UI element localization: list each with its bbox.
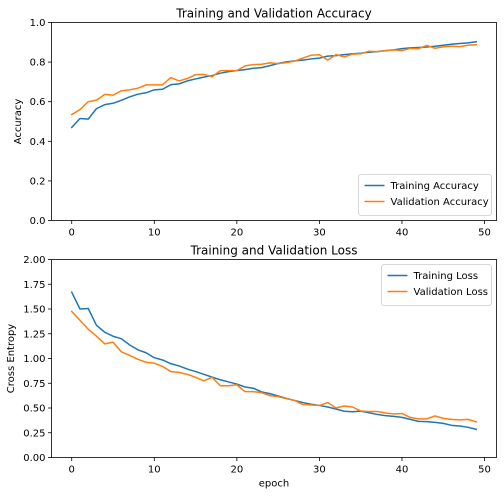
y-tick-label: 0.0 (30, 216, 46, 227)
x-tick-label: 50 (478, 465, 491, 476)
legend-label: Training Loss (413, 271, 479, 282)
y-tick-label: 0.75 (23, 379, 45, 390)
x-tick-label: 30 (313, 228, 326, 239)
chart-title: Training and Validation Loss (190, 244, 358, 258)
x-tick-label: 0 (69, 228, 75, 239)
chart-panel-1: 0 10 20 30 40 50 0.00 0.25 0.50 0.75 1.00 1.25 1.50 1… (6, 244, 497, 490)
legend-box (358, 174, 492, 216)
y-axis-label: Accuracy (13, 99, 24, 145)
series-line-validation-loss (70, 310, 478, 423)
y-tick-label: 1.25 (23, 329, 45, 340)
x-tick-label: 10 (148, 465, 161, 476)
x-tick-label: 20 (230, 465, 243, 476)
x-tick-label: 20 (230, 228, 243, 239)
y-tick-label: 1.0 (30, 18, 46, 29)
legend-label: Validation Loss (414, 287, 489, 298)
y-tick-label: 0.6 (30, 97, 46, 108)
x-tick-label: 40 (396, 228, 409, 239)
series-line-training-accuracy (70, 40, 478, 129)
series-line-training-loss (70, 291, 478, 431)
x-tick-label: 40 (396, 465, 409, 476)
legend-box (381, 264, 492, 306)
y-tick-label: 0.2 (30, 176, 46, 187)
legend-label: Validation Accuracy (391, 197, 489, 208)
y-tick-label: 2.00 (23, 255, 45, 266)
x-tick-label: 30 (313, 465, 326, 476)
y-tick-label: 1.50 (23, 305, 45, 316)
y-tick-label: 0.00 (23, 453, 45, 464)
x-tick-label: 50 (478, 228, 491, 239)
legend: Training Loss Validation Loss (381, 264, 492, 306)
x-axis-label: epoch (259, 479, 289, 490)
y-axis-label: Cross Entropy (6, 324, 17, 394)
plot-frame (51, 22, 497, 221)
x-tick-label: 0 (69, 465, 75, 476)
legend-label: Training Accuracy (390, 181, 479, 192)
y-tick-label: 0.8 (30, 58, 46, 69)
x-tick-label: 10 (148, 228, 161, 239)
y-tick-label: 0.4 (30, 137, 46, 148)
y-tick-label: 1.75 (23, 280, 45, 291)
series-line-validation-accuracy (70, 43, 478, 116)
y-tick-label: 0.50 (23, 404, 45, 415)
y-tick-label: 1.00 (23, 354, 45, 365)
chart-panel-0: 0 10 20 30 40 50 0.0 0.2 0.4 0.6 0.8 1.0 Training an… (13, 7, 497, 239)
y-tick-label: 0.25 (23, 428, 45, 439)
chart-title: Training and Validation Accuracy (175, 7, 371, 21)
legend: Training Accuracy Validation Accuracy (358, 174, 492, 216)
